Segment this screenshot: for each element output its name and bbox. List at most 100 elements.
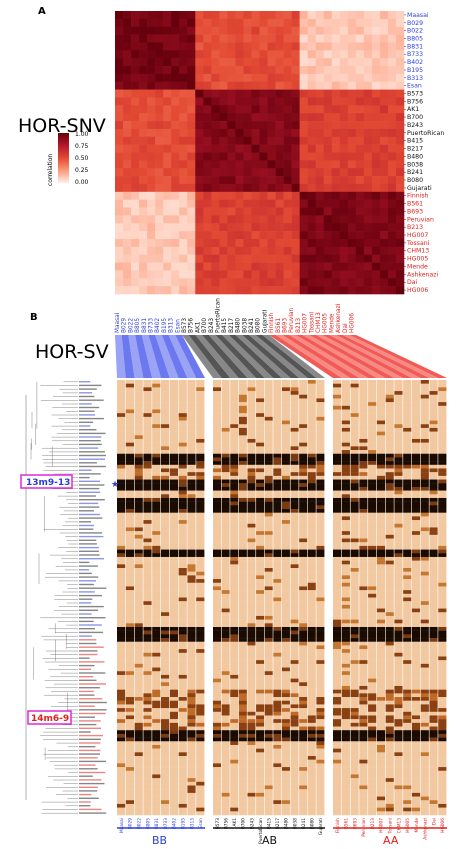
sv-cell [316,497,325,502]
sv-cell [152,564,161,569]
sv-cell [169,652,178,657]
group-stripe [208,335,257,378]
sv-cell [178,711,187,716]
sv-cell [143,509,152,513]
sv-cell [125,715,134,720]
sv-cell [247,553,256,558]
heat-cell [211,215,220,224]
sv-cell [178,457,187,462]
sv-cell [359,483,368,488]
group-stripe [309,335,395,378]
sv-cell [125,446,134,451]
sv-cell [264,575,273,580]
heat-cell [355,89,365,98]
sv-cell [273,512,282,517]
heat-cell [155,183,164,193]
heat-cell [203,238,212,248]
sv-cell [213,446,222,451]
heat-cell [163,81,172,90]
sv-cell [411,638,421,642]
sv-cell [368,697,377,701]
sv-cell [333,490,342,495]
sv-cell [316,689,325,694]
sv-cell [247,674,256,679]
sv-cell [238,545,247,550]
sv-cell [350,545,359,550]
sv-cell [290,391,299,395]
heat-cell [315,50,325,59]
heat-cell [339,58,349,67]
sv-cell [333,671,342,676]
sv-cell [238,387,247,392]
sv-cell [385,656,394,661]
sv-cell [368,593,377,598]
heat-cell [339,89,349,98]
sv-cell [264,435,273,440]
sv-cell [117,708,126,712]
heat-cell [379,199,389,208]
sv-cell [420,446,429,451]
heat-cell [187,81,196,90]
sv-cell [394,512,403,517]
group-stripe [322,335,412,378]
sv-cell [299,663,308,668]
heat-cell [379,73,389,83]
sv-cell [273,416,282,421]
heat-cell [355,105,365,114]
sv-cell [350,660,359,665]
heat-cell [267,26,276,35]
heat-cell [371,207,381,216]
heat-cell [131,50,140,59]
heat-cell [163,58,172,67]
sv-cell [169,715,178,720]
sv-cell [290,708,299,712]
group-stripe [262,335,325,378]
sv-cell [213,494,222,499]
heat-cell [299,231,308,240]
sv-cell [213,438,222,443]
heat-cell [283,183,292,193]
sv-cell [368,575,377,580]
heat-cell [267,207,276,216]
sv-cell [394,520,403,524]
top-sample-label: B241 [249,318,255,333]
sv-cell [169,704,178,709]
sv-cell [420,527,429,532]
heat-cell [115,223,124,232]
heat-cell [323,215,333,224]
sv-cell [221,715,230,720]
sv-cell [143,472,152,477]
sv-cell [316,590,325,595]
heat-cell [355,207,365,216]
sv-cell [350,486,359,491]
sv-cell [376,446,386,451]
heat-cell [123,50,132,59]
sv-cell [403,483,412,488]
sv-cell [333,704,342,709]
sv-cell [403,619,412,624]
heat-cell [275,231,284,240]
sv-cell [341,413,350,418]
sv-cell [341,615,350,620]
row-label-text [79,436,102,438]
heat-cell [171,121,180,130]
sv-cell [333,486,342,491]
heat-cell [219,97,228,106]
heat-cell [123,215,132,224]
sv-cell [376,424,386,429]
sv-cell [134,431,143,436]
heat-cell [387,176,397,185]
sv-cell [256,542,265,547]
sv-cell [394,593,403,598]
sv-cell [134,623,143,628]
sv-cell [273,660,282,665]
sv-cell [213,472,222,477]
row-label-text [79,513,101,516]
heat-cell [227,183,236,193]
sv-cell [307,597,316,602]
heat-cell [267,113,276,122]
heat-cell [251,26,260,35]
heat-cell [379,81,389,90]
sv-cell [411,383,421,388]
heat-cell [131,152,140,161]
